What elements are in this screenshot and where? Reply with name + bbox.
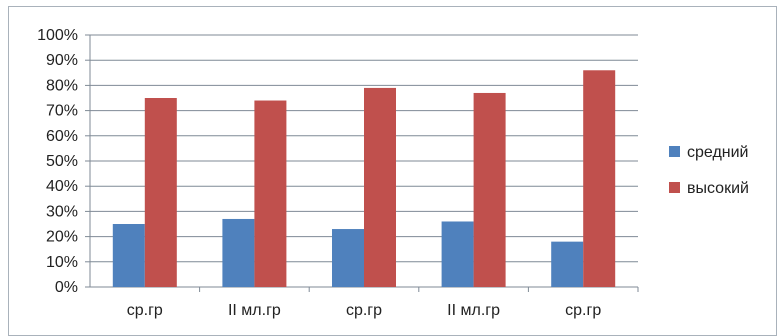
bar-sredniy (332, 229, 364, 287)
y-tick-labels: 0% 10% 20% 30% 40% 50% 60% 70% 80% 90% 100% (37, 27, 78, 296)
y-tick-label: 50% (46, 153, 78, 170)
y-tick-label: 70% (46, 103, 78, 120)
bar-sredniy (222, 218, 255, 287)
legend-swatch (669, 146, 680, 157)
bars (112, 70, 616, 288)
y-tick-label: 100% (37, 27, 78, 44)
x-tick-label: ср.гр (565, 302, 601, 319)
bar-vysokiy (583, 70, 616, 287)
y-tick-label: 60% (46, 128, 78, 145)
bar-vysokiy (144, 98, 177, 287)
y-tick-label: 20% (46, 229, 78, 246)
legend-label: высокий (687, 180, 749, 197)
bar-sredniy (112, 224, 145, 287)
y-tick-label: 40% (46, 178, 78, 195)
bar-vysokiy (364, 87, 396, 287)
x-tick-label: ср.гр (127, 302, 163, 319)
y-tick-label: 80% (46, 77, 78, 94)
y-tick-label: 10% (46, 254, 78, 271)
x-tick-label: II мл.гр (228, 302, 281, 319)
x-tick-label: ср.гр (346, 302, 382, 319)
bar-sredniy (441, 221, 474, 287)
legend-swatch (669, 182, 680, 193)
y-tick-label: 0% (55, 279, 78, 296)
y-tick-label: 90% (46, 52, 78, 69)
x-tick-labels: ср.гр II мл.гр ср.гр II мл.гр ср.гр (127, 302, 602, 319)
legend-label: средний (687, 144, 749, 161)
x-tick-label: II мл.гр (447, 302, 500, 319)
bar-vysokiy (254, 100, 287, 288)
grid (90, 34, 638, 263)
y-tick-label: 30% (46, 203, 78, 220)
bar-vysokiy (473, 92, 506, 288)
bar-sredniy (551, 241, 584, 287)
legend: средний высокий (669, 144, 749, 197)
